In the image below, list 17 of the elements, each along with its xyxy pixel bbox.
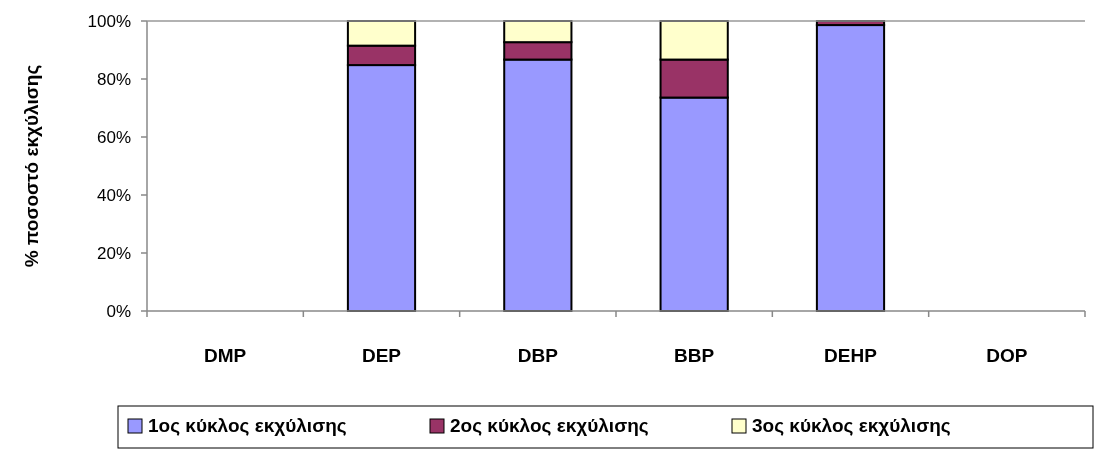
x-tick-label: DMP [204,345,247,366]
x-tick-label: DBP [517,345,559,366]
y-tick-label: 100% [87,11,131,31]
x-tick-label: DEHP [824,345,878,366]
y-axis-title: % ποσοστό εκχύλισης [21,64,42,268]
legend-label: 2ος κύκλος εκχύλισης [450,415,649,436]
x-tick-label: BBP [674,345,715,366]
y-tick-label: 20% [96,243,131,263]
bar [815,24,886,312]
y-tick-label: 0% [106,301,131,321]
y-tick-label: 80% [96,69,131,89]
legend-label: 1ος κύκλος εκχύλισης [148,415,347,436]
y-tick-label: 40% [96,185,131,205]
x-tick-label: DOP [986,345,1028,366]
x-tick-label: DEP [361,345,402,366]
legend-label: 3ος κύκλος εκχύλισης [752,415,951,436]
y-tick-label: 60% [96,127,131,147]
